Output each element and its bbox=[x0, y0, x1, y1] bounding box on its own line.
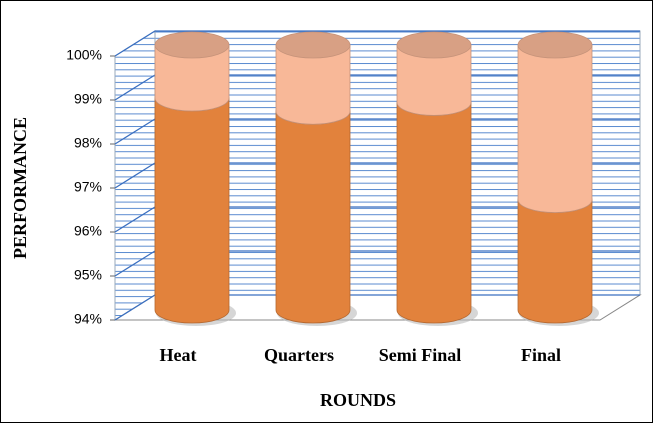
y-axis-title: PERFORMANCE bbox=[10, 117, 30, 259]
y-tick-label: 98% bbox=[74, 135, 102, 151]
x-tick-label: Final bbox=[521, 345, 561, 365]
cylinder-part bbox=[396, 102, 472, 324]
cylinder-part bbox=[517, 199, 593, 324]
grid-line bbox=[114, 30, 640, 57]
y-tick-label: 96% bbox=[74, 223, 102, 239]
cylinder-part bbox=[154, 97, 230, 324]
cylinder-segment bbox=[396, 89, 472, 324]
x-tick-label: Quarters bbox=[264, 345, 334, 365]
x-tick-label: Heat bbox=[160, 345, 197, 365]
y-tick-label: 100% bbox=[66, 47, 102, 63]
cylinder-part bbox=[517, 44, 593, 213]
cylinder-segment bbox=[396, 31, 472, 116]
cylinder-segment bbox=[154, 31, 230, 112]
y-tick-label: 94% bbox=[74, 311, 102, 327]
y-tick-label: 95% bbox=[74, 267, 102, 283]
cylinder-part bbox=[396, 44, 472, 116]
cylinder-part bbox=[396, 31, 472, 59]
cylinder-segment bbox=[517, 31, 593, 213]
y-tick-label: 99% bbox=[74, 91, 102, 107]
cylinder-part bbox=[517, 31, 593, 59]
cylinder-part bbox=[275, 44, 351, 125]
cylinder-part bbox=[154, 44, 230, 112]
y-tick-label: 97% bbox=[74, 179, 102, 195]
x-axis-title: ROUNDS bbox=[320, 390, 396, 410]
cylinder-part bbox=[275, 110, 351, 324]
cylinder-segment bbox=[275, 31, 351, 125]
cylinder-part bbox=[154, 31, 230, 59]
cylinder-part bbox=[275, 31, 351, 59]
x-tick-label: Semi Final bbox=[379, 345, 462, 365]
cylinder-segment bbox=[154, 84, 230, 324]
cylinder-segment bbox=[275, 97, 351, 324]
